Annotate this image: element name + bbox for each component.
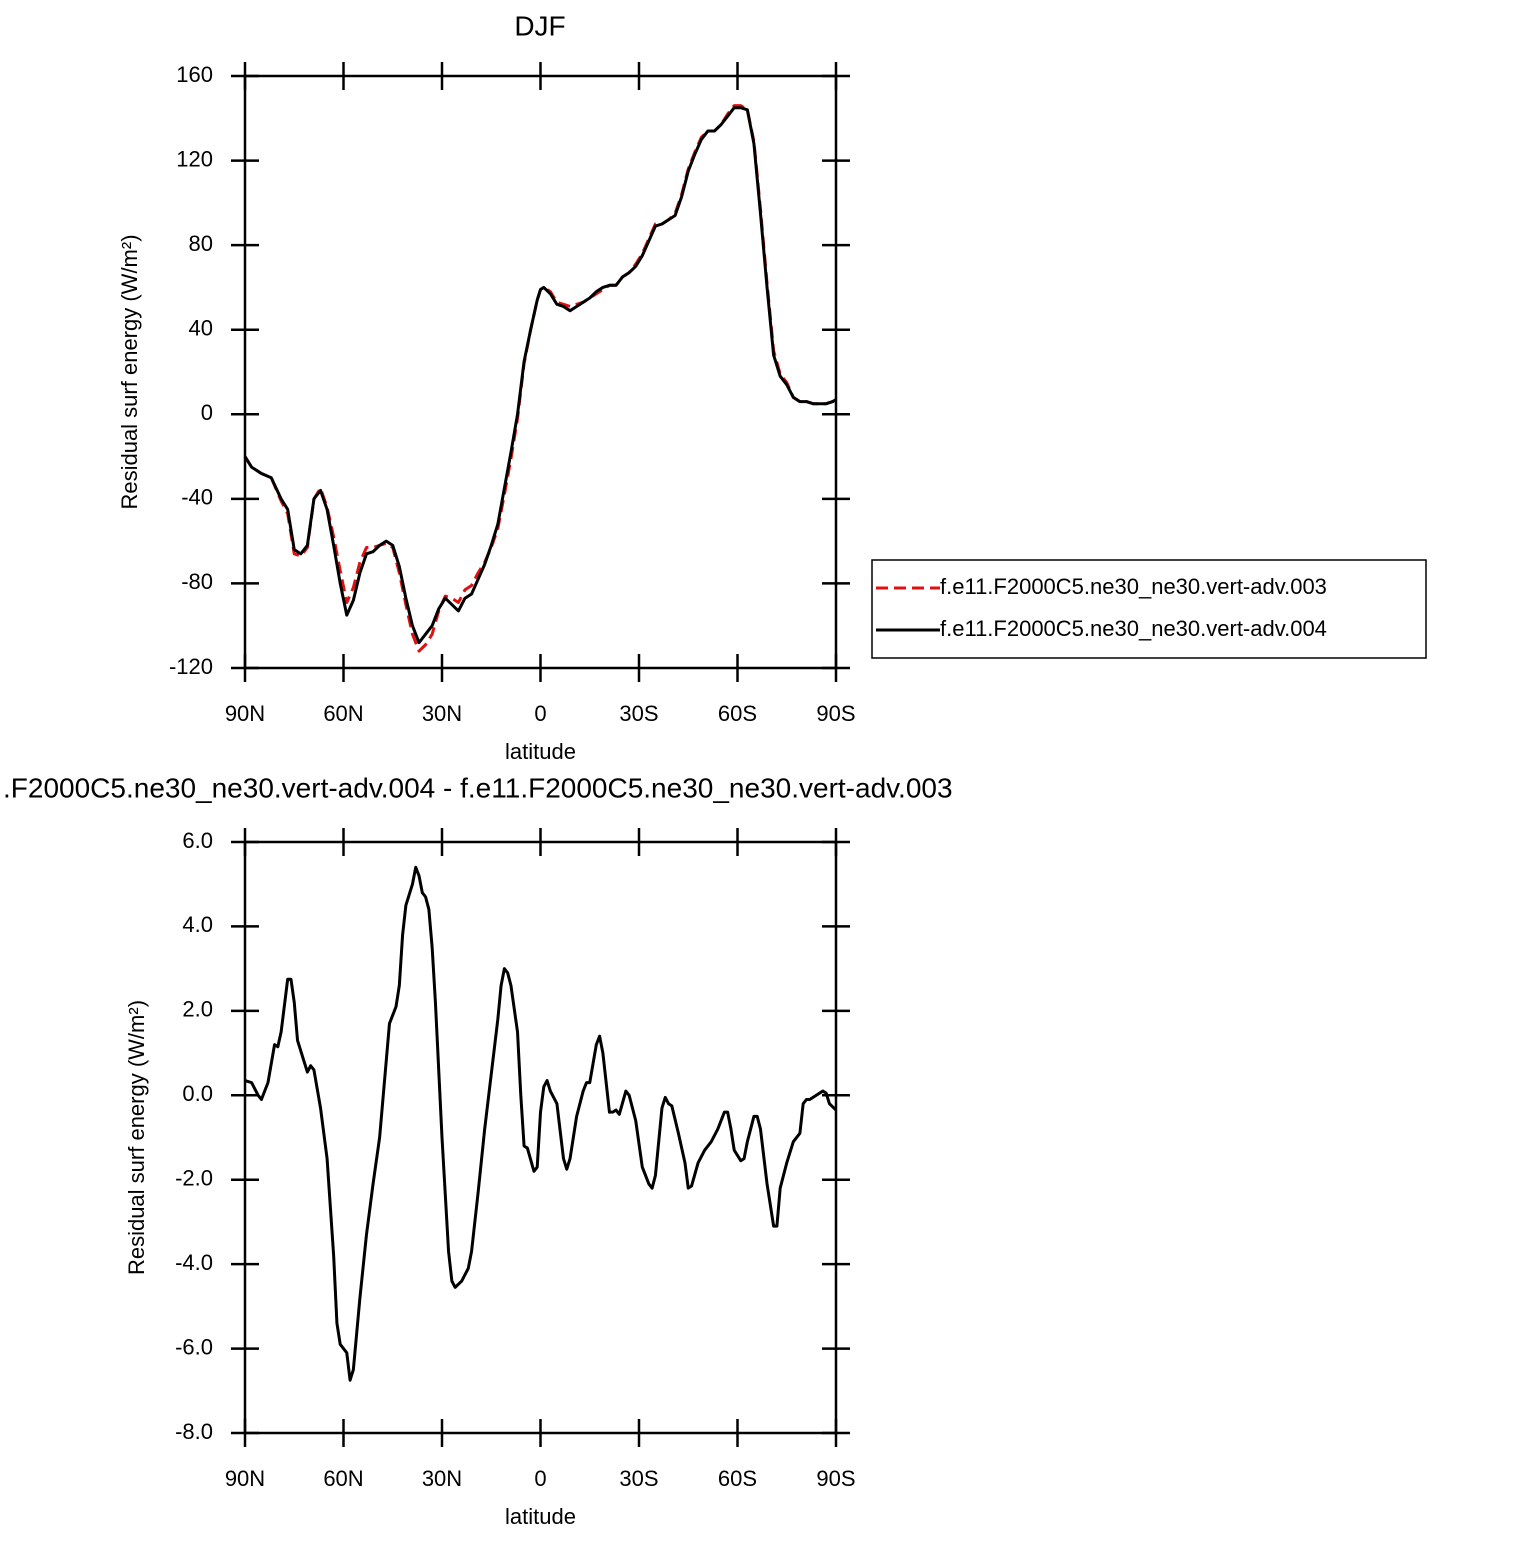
x-tick-label: 30N: [422, 1466, 462, 1491]
y-tick-label: -80: [181, 569, 213, 594]
y-tick-label: -4.0: [175, 1250, 213, 1275]
y-tick-label: 6.0: [182, 828, 213, 853]
y-axis-label: Residual surf energy (W/m²): [124, 1000, 149, 1275]
x-axis-label: latitude: [505, 739, 576, 764]
data-line: [243, 106, 837, 645]
y-tick-label: 0: [201, 400, 213, 425]
y-tick-label: -2.0: [175, 1166, 213, 1191]
y-tick-label: 4.0: [182, 912, 213, 937]
x-tick-label: 0: [534, 701, 546, 726]
x-tick-label: 30S: [619, 701, 658, 726]
x-tick-label: 30N: [422, 701, 462, 726]
y-tick-label: 2.0: [182, 997, 213, 1022]
data-line: [243, 104, 837, 653]
x-tick-label: 90N: [225, 701, 265, 726]
y-tick-label: -120: [169, 654, 213, 679]
x-tick-label: 90S: [816, 701, 855, 726]
y-axis-label: Residual surf energy (W/m²): [117, 234, 142, 509]
x-tick-label: 90N: [225, 1466, 265, 1491]
y-tick-label: 80: [189, 231, 213, 256]
legend-box: [871, 559, 1427, 659]
data-line: [244, 865, 838, 1382]
chart-title: .F2000C5.ne30_ne30.vert-adv.004 - f.e11.…: [3, 772, 953, 803]
y-tick-label: -8.0: [175, 1419, 213, 1444]
x-tick-label: 60S: [718, 1466, 757, 1491]
x-axis-label: latitude: [505, 1504, 576, 1529]
y-tick-label: 40: [189, 316, 213, 341]
y-tick-label: 160: [176, 62, 213, 87]
x-tick-label: 0: [534, 1466, 546, 1491]
plot-frame: [243, 74, 838, 670]
legend-label: f.e11.F2000C5.ne30_ne30.vert-adv.003: [940, 574, 1327, 599]
y-tick-label: -6.0: [175, 1334, 213, 1359]
x-tick-label: 60S: [718, 701, 757, 726]
x-tick-label: 90S: [816, 1466, 855, 1491]
x-tick-label: 60N: [323, 1466, 363, 1491]
legend-label: f.e11.F2000C5.ne30_ne30.vert-adv.004: [940, 616, 1327, 641]
y-tick-label: 120: [176, 146, 213, 171]
x-tick-label: 30S: [619, 1466, 658, 1491]
y-tick-label: 0.0: [182, 1081, 213, 1106]
x-tick-label: 60N: [323, 701, 363, 726]
y-tick-label: -40: [181, 485, 213, 510]
chart-title: DJF: [514, 10, 565, 41]
